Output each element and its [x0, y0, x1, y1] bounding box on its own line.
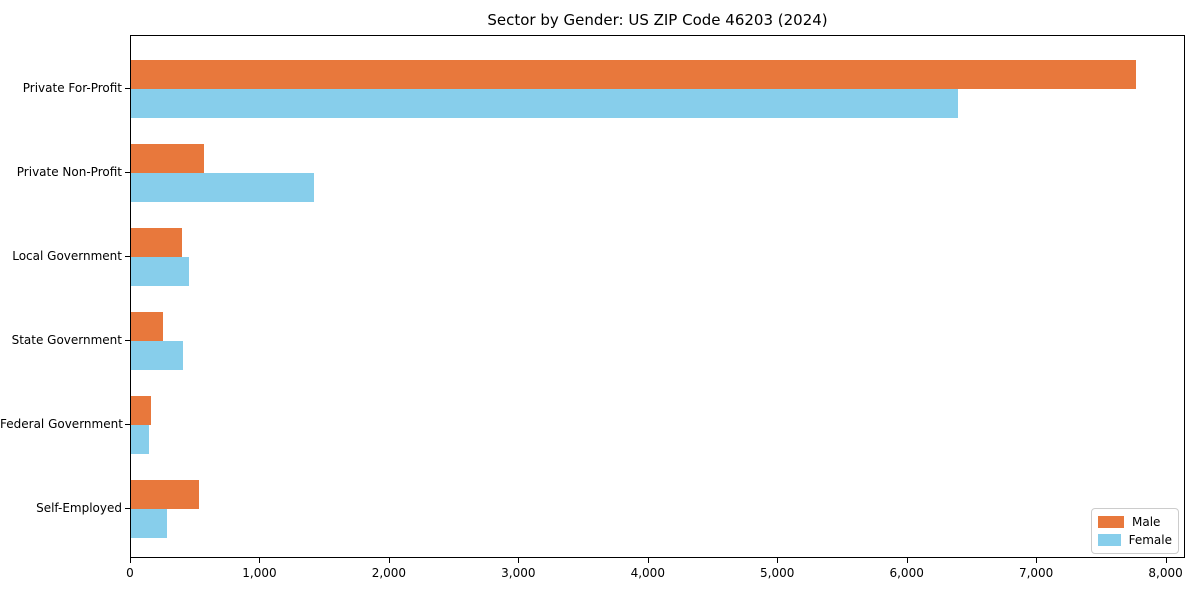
x-tick-mark	[1036, 558, 1038, 563]
x-tick-label-0: 0	[126, 566, 134, 580]
bar-male-federal-government	[131, 396, 152, 425]
bar-male-state-government	[131, 312, 164, 341]
y-tick-mark	[125, 88, 130, 89]
x-tick-label-6000: 6,000	[889, 566, 924, 580]
y-tick-label-private-for-profit: Private For-Profit	[22, 81, 122, 95]
x-tick-label-8000: 8,000	[1148, 566, 1183, 580]
x-tick-mark	[777, 558, 779, 563]
x-tick-mark	[259, 558, 261, 563]
x-tick-mark	[130, 558, 131, 563]
bar-female-private-non-profit	[131, 173, 314, 202]
y-tick-mark	[125, 424, 130, 425]
x-tick-mark	[518, 558, 520, 563]
x-tick-label-5000: 5,000	[760, 566, 795, 580]
bar-female-state-government	[131, 341, 183, 370]
legend-item-female: Female	[1098, 533, 1172, 547]
chart-title: Sector by Gender: US ZIP Code 46203 (202…	[487, 11, 828, 29]
legend: Male Female	[1091, 508, 1179, 554]
female-color-swatch	[1098, 534, 1121, 546]
x-tick-label-4000: 4,000	[630, 566, 665, 580]
x-tick-label-7000: 7,000	[1018, 566, 1054, 580]
x-tick-label-1000: 1,000	[242, 566, 277, 580]
x-tick-mark	[647, 558, 649, 563]
legend-item-male: Male	[1098, 515, 1172, 529]
bar-female-private-for-profit	[131, 89, 959, 118]
legend-label-male: Male	[1132, 515, 1161, 529]
male-color-swatch	[1098, 516, 1124, 528]
plot-area	[130, 35, 1185, 558]
x-tick-label-3000: 3,000	[501, 566, 536, 580]
y-tick-mark	[125, 172, 130, 173]
bar-male-local-government	[131, 228, 183, 257]
bar-male-self-employed	[131, 480, 199, 509]
x-tick-mark	[906, 558, 908, 563]
y-tick-mark	[125, 340, 130, 341]
y-tick-mark	[125, 508, 130, 509]
y-tick-label-state-government: State Government	[11, 333, 122, 347]
legend-label-female: Female	[1128, 533, 1172, 547]
y-tick-label-local-government: Local Government	[12, 249, 122, 263]
bar-male-private-non-profit	[131, 144, 205, 173]
y-tick-mark	[125, 256, 130, 257]
x-tick-mark	[1165, 558, 1167, 563]
bar-female-self-employed	[131, 509, 168, 538]
bar-female-local-government	[131, 257, 189, 286]
y-tick-label-self-employed: Self-Employed	[36, 501, 122, 515]
y-tick-label-federal-government: Federal Government	[0, 417, 123, 431]
bar-male-private-for-profit	[131, 60, 1136, 89]
y-tick-label-private-non-profit: Private Non-Profit	[16, 165, 122, 179]
bar-female-federal-government	[131, 425, 150, 454]
x-tick-mark	[388, 558, 390, 563]
x-tick-label-2000: 2,000	[371, 566, 407, 580]
